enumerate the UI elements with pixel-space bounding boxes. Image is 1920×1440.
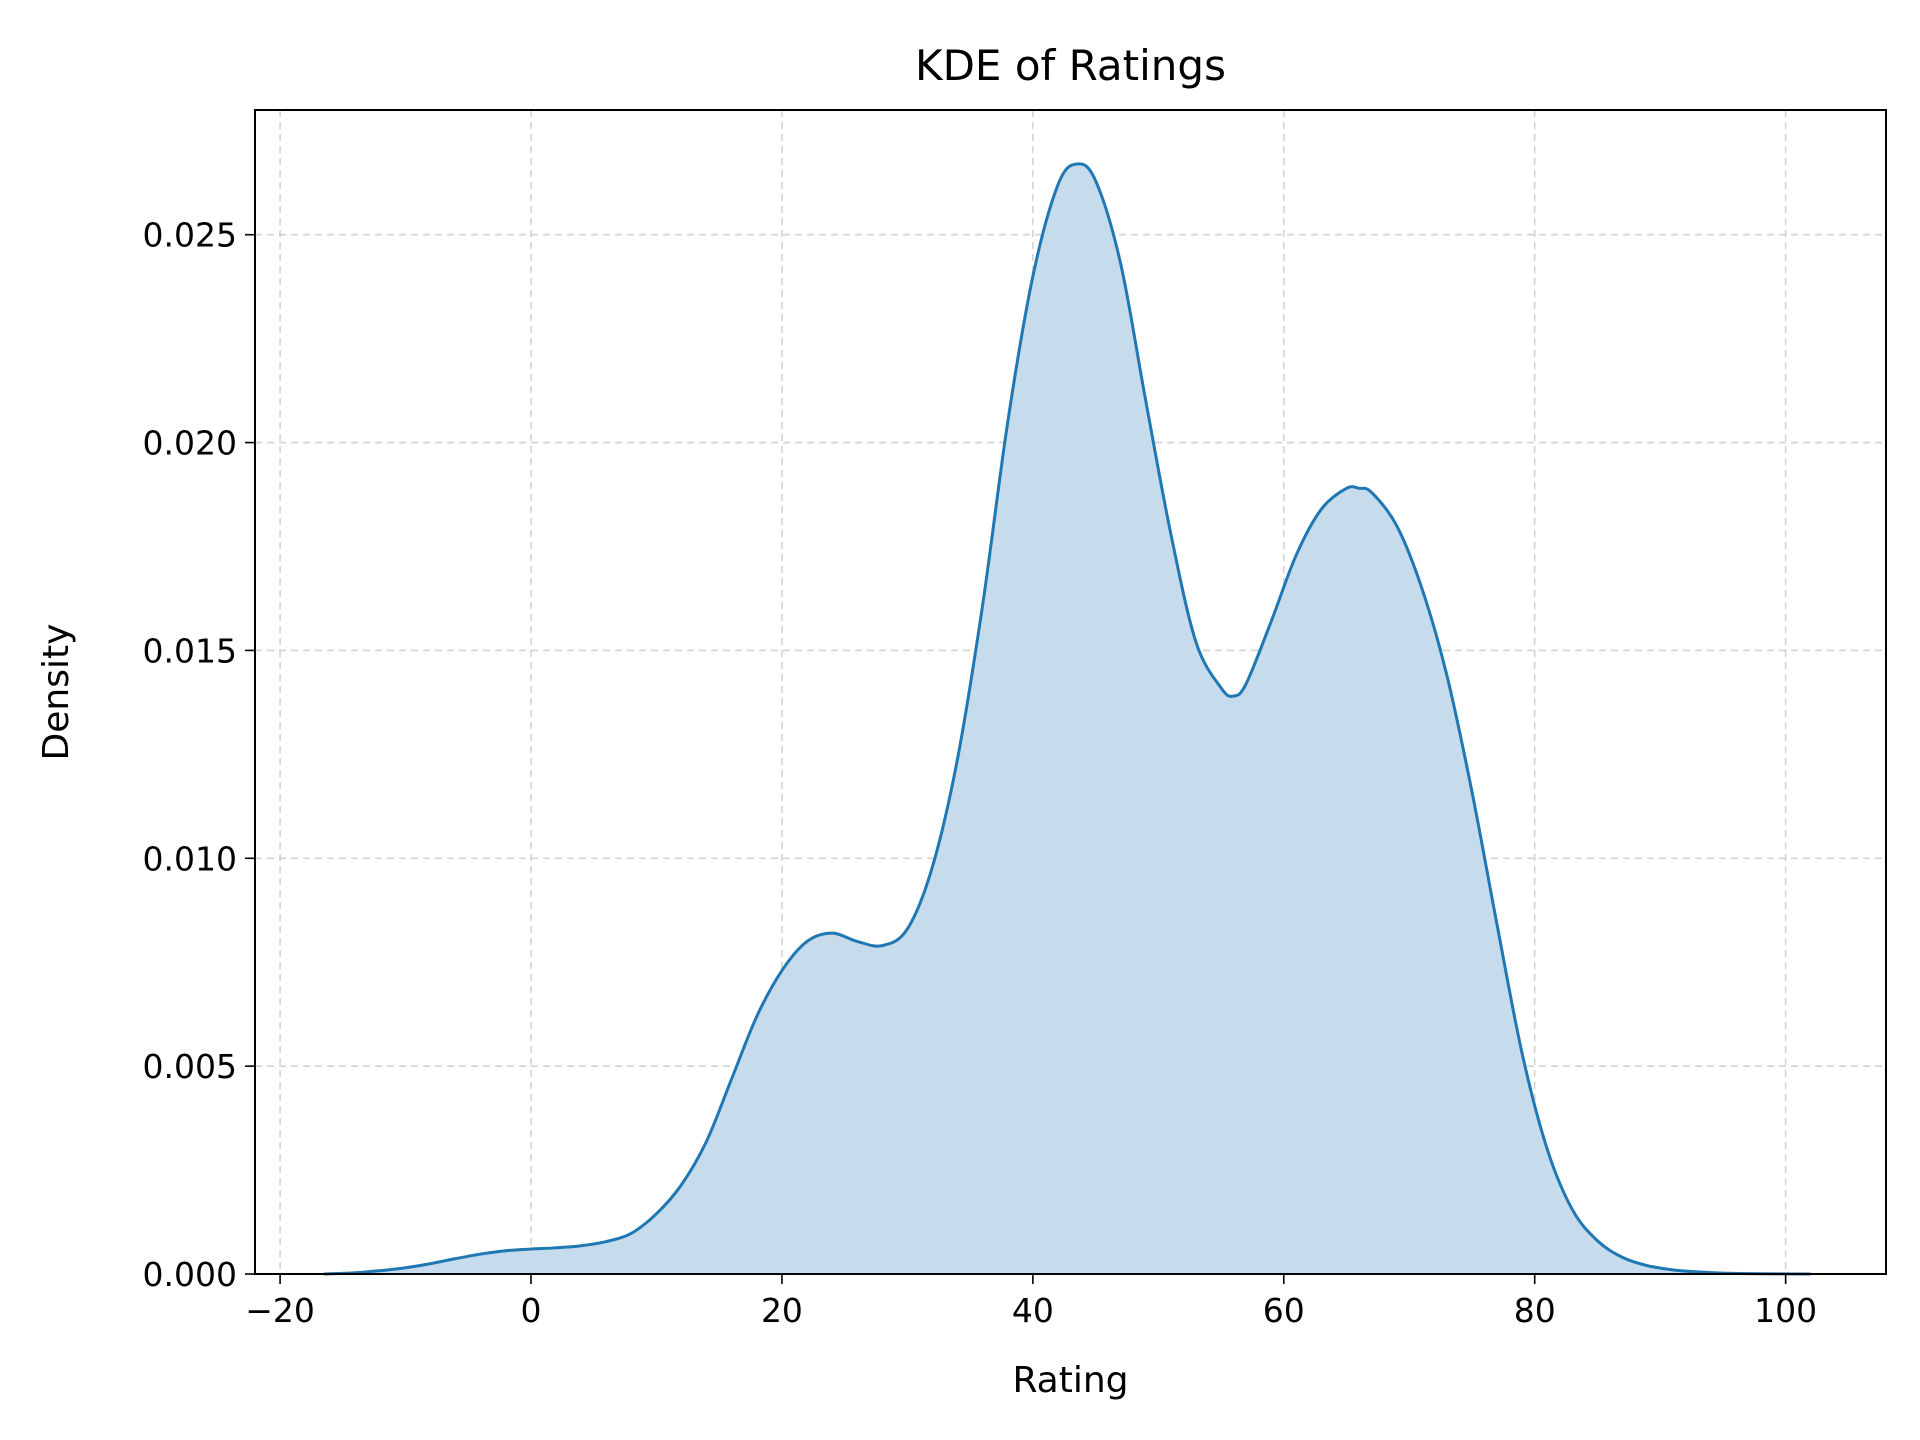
kde-area-fill <box>324 163 1811 1274</box>
y-axis-label: Density <box>36 624 77 761</box>
x-tick-label: 0 <box>521 1291 542 1330</box>
y-axis-ticks: 0.000 0.005 0.010 0.015 0.020 0.025 <box>143 216 255 1294</box>
y-tick-label: 0.010 <box>143 839 237 878</box>
x-tick-label: 40 <box>1012 1291 1054 1330</box>
kde-line <box>323 162 1811 1276</box>
y-tick-label: 0.020 <box>143 424 237 463</box>
plot-frame <box>254 109 1887 1275</box>
x-axis-ticks: −20 0 20 40 60 80 100 <box>245 1274 1817 1330</box>
y-tick-label: 0.015 <box>143 631 237 670</box>
x-tick-label: 20 <box>761 1291 803 1330</box>
chart-title: KDE of Ratings <box>915 41 1226 90</box>
x-tick-label: 100 <box>1754 1291 1817 1330</box>
y-tick-label: 0.000 <box>143 1255 237 1294</box>
x-tick-label: 60 <box>1263 1291 1305 1330</box>
x-axis-label: Rating <box>1012 1360 1128 1401</box>
x-tick-label: 80 <box>1514 1291 1556 1330</box>
y-tick-label: 0.005 <box>143 1047 237 1086</box>
y-tick-label: 0.025 <box>143 216 237 255</box>
x-tick-label: −20 <box>245 1291 315 1330</box>
